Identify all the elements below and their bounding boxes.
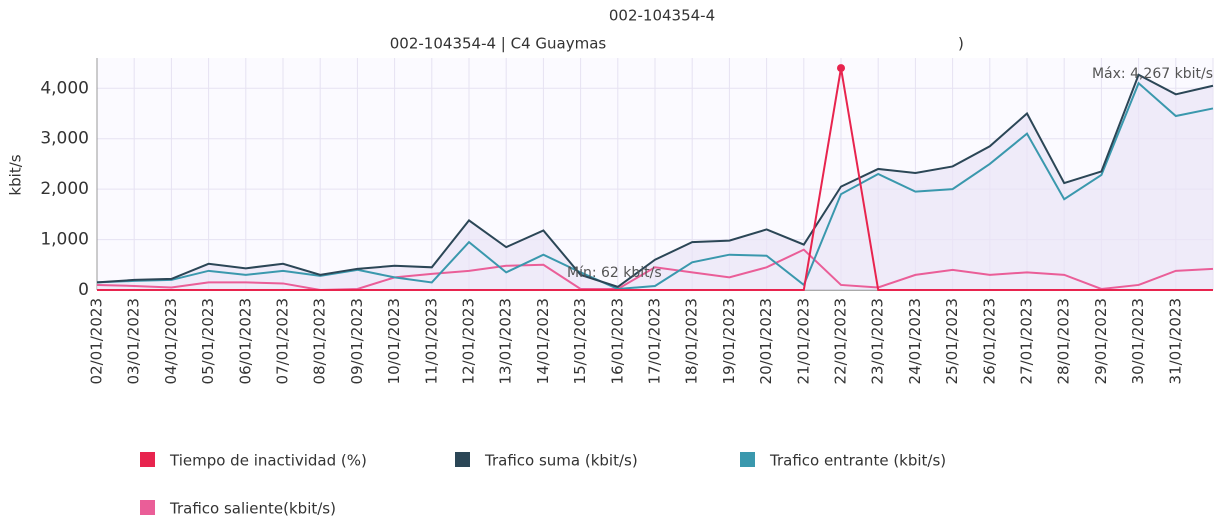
x-tick-label: 18/01/2023 — [683, 298, 701, 384]
series-line — [96, 248, 1214, 292]
x-tick-label: 30/01/2023 — [1129, 298, 1147, 384]
x-tick-label: 10/01/2023 — [385, 298, 403, 384]
y-tick-label: 0 — [78, 280, 89, 300]
series-line — [97, 67, 1213, 291]
x-tick-label: 31/01/2023 — [1166, 298, 1184, 384]
y-tick-label: 1,000 — [40, 230, 89, 250]
marker — [837, 64, 845, 73]
x-tick-label: 14/01/2023 — [534, 298, 552, 384]
annotation: Máx: 4,267 kbit/s — [1092, 66, 1213, 82]
x-tick-label: 25/01/2023 — [943, 298, 961, 384]
x-tick-label: 21/01/2023 — [794, 298, 812, 384]
x-tick-label: 15/01/2023 — [571, 298, 589, 384]
x-tick-label: 27/01/2023 — [1018, 298, 1036, 384]
y-tick-label: 4,000 — [40, 78, 89, 98]
chart-subtitle: 002-104354-4 | C4 Guaymas — [390, 35, 607, 53]
area — [97, 74, 1213, 290]
x-tick-label: 24/01/2023 — [906, 298, 924, 384]
x-tick-label: 26/01/2023 — [980, 298, 998, 384]
x-tick-label: 28/01/2023 — [1055, 298, 1073, 384]
legend-label: Trafico suma (kbit/s) — [484, 452, 638, 470]
series-line — [96, 73, 1214, 288]
x-tick-label: 06/01/2023 — [236, 298, 254, 384]
x-tick-label: 23/01/2023 — [869, 298, 887, 384]
legend-label: Trafico entrante (kbit/s) — [769, 452, 946, 470]
x-tick-label: 29/01/2023 — [1092, 298, 1110, 384]
x-tick-label: 07/01/2023 — [274, 298, 292, 384]
x-tick-label: 05/01/2023 — [199, 298, 217, 384]
legend-swatch — [140, 452, 155, 467]
x-tick-label: 12/01/2023 — [460, 298, 478, 384]
x-tick-label: 13/01/2023 — [497, 298, 515, 384]
x-tick-label: 03/01/2023 — [125, 298, 143, 384]
legend-label: Tiempo de inactividad (%) — [169, 452, 367, 470]
series-line — [96, 81, 1214, 291]
y-axis-label: kbit/s — [7, 154, 25, 195]
y-tick-label: 2,000 — [40, 179, 89, 199]
legend-swatch — [455, 452, 470, 467]
annotation: Mín: 62 kbit/s — [567, 265, 662, 281]
x-tick-label: 16/01/2023 — [608, 298, 626, 384]
legend-label: Trafico saliente(kbit/s) — [169, 500, 336, 518]
x-tick-label: 09/01/2023 — [348, 298, 366, 384]
x-tick-label: 19/01/2023 — [720, 298, 738, 384]
x-tick-label: 22/01/2023 — [832, 298, 850, 384]
note: ) — [958, 35, 964, 53]
x-tick-label: 11/01/2023 — [422, 298, 440, 384]
x-tick-label: 02/01/2023 — [88, 298, 106, 384]
legend-swatch — [740, 452, 755, 467]
x-tick-label: 04/01/2023 — [162, 298, 180, 384]
chart-title: 002-104354-4 — [609, 7, 715, 25]
x-tick-label: 20/01/2023 — [757, 298, 775, 384]
y-tick-label: 3,000 — [40, 129, 89, 149]
legend-swatch — [140, 500, 155, 515]
x-tick-label: 17/01/2023 — [646, 298, 664, 384]
x-tick-label: 08/01/2023 — [311, 298, 329, 384]
